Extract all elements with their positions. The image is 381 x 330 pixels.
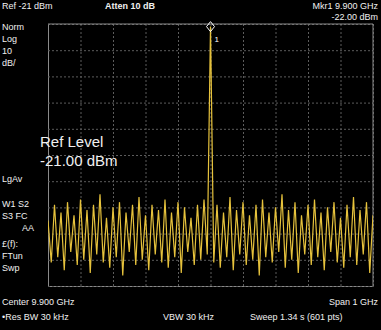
annotation: Ref Level — [40, 133, 103, 150]
y-grid-line — [48, 207, 373, 208]
annotation: •Res BW 30 kHz — [2, 312, 69, 322]
annotation: VBW 30 kHz — [163, 312, 215, 322]
y-tick — [48, 76, 373, 77]
x-tick — [243, 24, 244, 286]
y-tick — [48, 286, 373, 287]
marker-label: 1 — [215, 35, 220, 44]
x-tick — [178, 24, 179, 286]
annotation: Sweep 1.34 s (601 pts) — [250, 312, 343, 322]
y-tick — [48, 103, 373, 104]
frame-top — [48, 24, 373, 25]
annotation: Span 1 GHz — [329, 297, 379, 307]
y-grid-line — [48, 24, 373, 25]
y-grid-line — [48, 181, 373, 182]
y-grid-line — [48, 286, 373, 287]
annotation: dB/ — [2, 58, 16, 68]
annotation: £(f): — [2, 239, 18, 249]
screen: 1 Ref -21 dBm Atten 10 dB Mkr1 9.900 GHz-22… — [0, 0, 381, 330]
annotation: LgAv — [2, 174, 23, 184]
annotation: Log — [2, 34, 17, 44]
annotation: Norm — [2, 22, 24, 32]
annotation: Swp — [2, 263, 20, 273]
annotation: Mkr1 9.900 GHz — [312, 1, 378, 11]
y-grid-line — [48, 234, 373, 235]
frame-right — [373, 24, 374, 286]
annotation: 10 — [2, 46, 12, 56]
annotation: AA — [22, 223, 34, 233]
annotation: W1 S2 — [2, 199, 29, 209]
x-tick — [373, 24, 374, 286]
annotation: -21.00 dBm — [40, 152, 118, 169]
y-tick — [48, 181, 373, 182]
annotation: Atten 10 dB — [105, 1, 156, 11]
y-tick — [48, 129, 373, 130]
y-tick — [48, 207, 373, 208]
x-grid-line — [373, 24, 374, 286]
annotation: Center 9.900 GHz — [2, 297, 75, 307]
x-grid-line — [178, 24, 179, 286]
x-axis-line — [49, 286, 374, 287]
annotation: S3 FC — [2, 211, 28, 221]
annotation: FTun — [2, 251, 23, 261]
y-tick — [48, 234, 373, 235]
marker-diamond — [207, 22, 215, 32]
background — [0, 0, 381, 330]
y-grid-line — [48, 76, 373, 77]
y-grid-line — [48, 103, 373, 104]
x-grid-line — [243, 24, 244, 286]
y-tick — [48, 24, 373, 25]
annotation: -22.00 dBm — [331, 12, 378, 22]
y-grid-line — [48, 129, 373, 130]
annotation: Ref -21 dBm — [2, 1, 53, 11]
